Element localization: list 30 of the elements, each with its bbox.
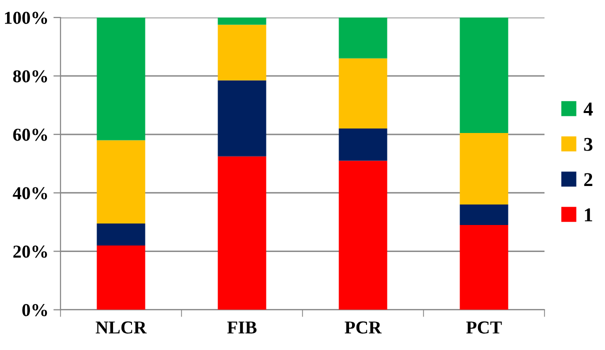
bar: [338, 160, 388, 310]
bar: [218, 24, 266, 80]
legend-label: 4: [584, 102, 593, 116]
bar: [338, 58, 388, 129]
x-tick-label: NLCR: [96, 321, 147, 334]
bar: [460, 18, 508, 133]
y-tick-label: 0%: [22, 304, 47, 316]
bar: [460, 132, 508, 205]
y-tick-label: 20%: [13, 246, 47, 258]
x-tick-label: PCT: [466, 321, 502, 334]
y-tick-label: 100%: [5, 12, 47, 24]
legend-label: 1: [584, 208, 592, 222]
bar: [96, 245, 146, 310]
y-tick-label: 60%: [13, 128, 47, 141]
bar: [218, 80, 266, 156]
bar: [218, 156, 266, 310]
bar: [460, 204, 508, 225]
x-tick-label: PCR: [344, 321, 382, 334]
x-tick-label: FIB: [227, 322, 257, 334]
bar: [96, 18, 146, 140]
bar: [218, 18, 266, 25]
bar: [338, 18, 388, 58]
y-tick-label: 40%: [12, 187, 47, 200]
y-tick-label: 80%: [13, 70, 47, 82]
legend-label: 3: [584, 138, 592, 151]
legend-label: 2: [584, 173, 592, 186]
bar: [96, 140, 146, 224]
bar: [460, 224, 508, 310]
bar: [338, 128, 388, 161]
bar: [96, 224, 146, 246]
